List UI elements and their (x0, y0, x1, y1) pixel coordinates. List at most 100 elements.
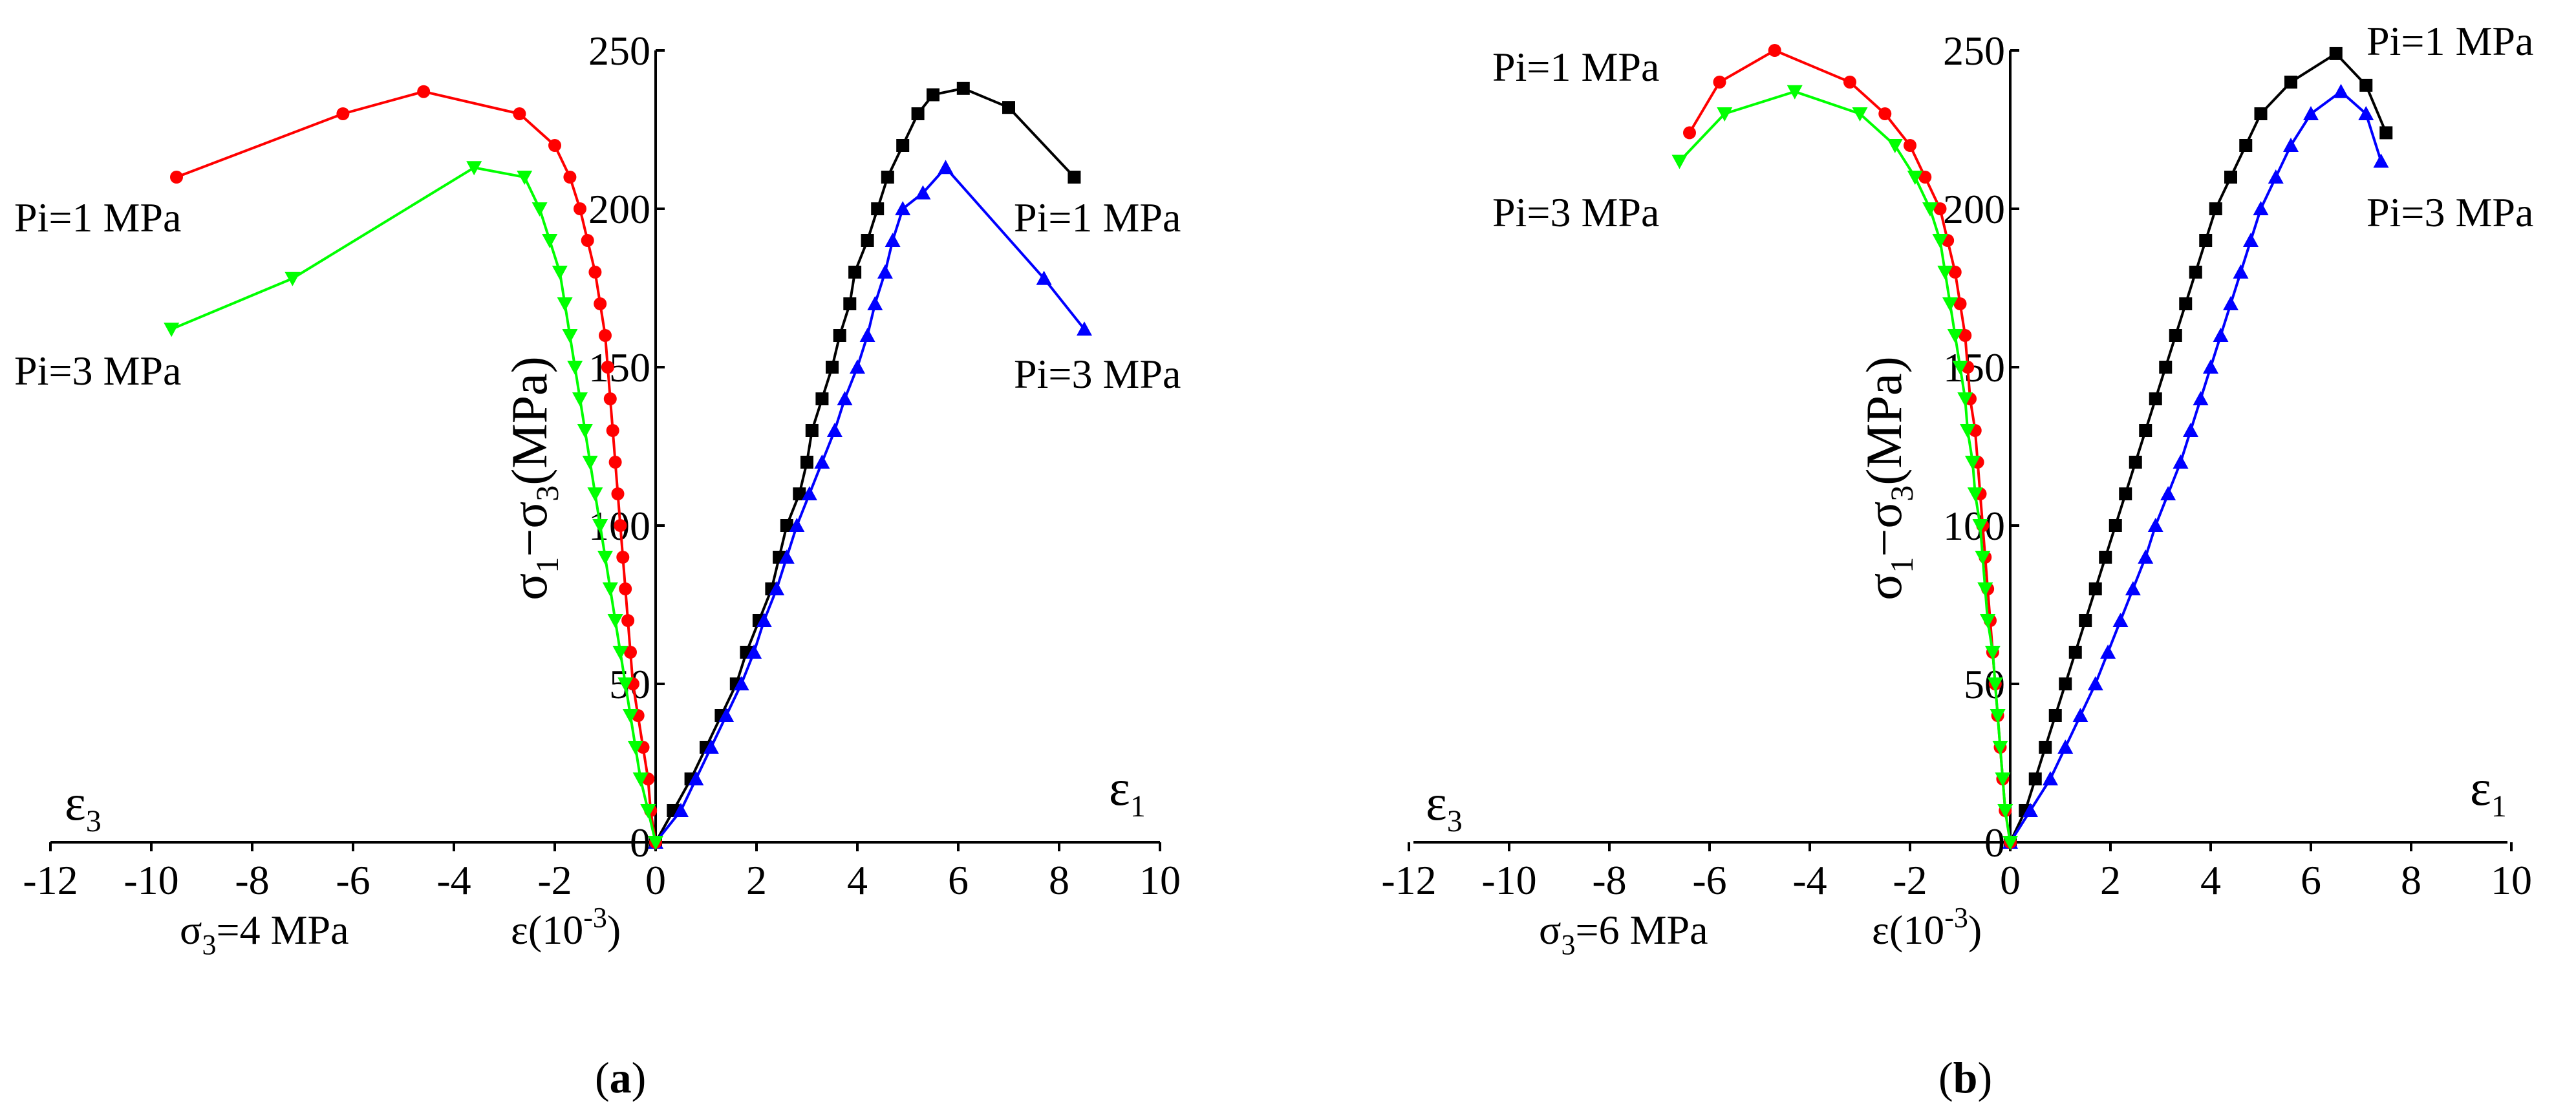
data-point (2173, 454, 2189, 469)
data-point (814, 454, 830, 469)
data-point (1959, 329, 1972, 342)
x-tick-label: 10 (2491, 857, 2532, 903)
data-point (789, 518, 805, 532)
data-point (1683, 126, 1696, 140)
panel-b-annotation-green: Pi=3 MPa (1492, 189, 1659, 235)
data-point (2254, 107, 2268, 120)
data-point (881, 171, 894, 184)
data-point (2179, 297, 2193, 310)
data-point (896, 139, 910, 152)
x-tick-label: -8 (1592, 857, 1626, 903)
data-point (170, 171, 183, 184)
series-line (2009, 90, 2383, 844)
data-point (1992, 741, 2008, 755)
data-point (599, 329, 612, 342)
data-point (2169, 329, 2182, 342)
panel-b-x-ticks: -12 -10 -8 -6 -4 -2 0 2 4 6 8 10 (1381, 842, 2532, 903)
data-point (552, 266, 568, 280)
data-point (2139, 424, 2152, 437)
data-point (2160, 486, 2176, 500)
panel-b-caption: (b) (1938, 1053, 1992, 1102)
data-point (1671, 154, 1688, 169)
data-point (2023, 803, 2038, 817)
panel-b-eps1-label: ε1 (2470, 760, 2507, 824)
panel-a-annotation-red: Pi=1 MPa (14, 195, 181, 240)
data-point (623, 709, 638, 723)
panel-a-x-ticks: -12 -10 -8 -6 -4 -2 0 2 4 6 8 10 (23, 842, 1181, 903)
data-point (614, 519, 627, 532)
data-point (800, 456, 813, 469)
data-point (1933, 202, 1947, 215)
data-point (1995, 772, 2011, 787)
data-point (632, 772, 649, 787)
data-point (567, 361, 583, 375)
data-point (2048, 709, 2062, 722)
data-point (867, 296, 883, 310)
data-point (466, 161, 482, 176)
data-point (2358, 106, 2374, 120)
series-line (654, 165, 1086, 844)
data-point (2043, 771, 2058, 785)
data-point (1960, 424, 1976, 438)
data-point (673, 803, 689, 817)
data-point (2373, 153, 2389, 168)
data-point (587, 487, 603, 502)
data-point (2243, 233, 2259, 247)
data-point (562, 329, 578, 343)
data-point (2028, 772, 2042, 785)
data-point (594, 297, 607, 310)
data-point (581, 234, 594, 247)
data-point (1952, 361, 1968, 375)
data-point (688, 771, 704, 785)
data-point (1990, 709, 2006, 723)
x-tick-label: 10 (1139, 857, 1181, 903)
x-tick-label: 0 (645, 857, 666, 903)
series-line (1688, 48, 2012, 843)
data-point (780, 519, 793, 532)
data-point (611, 487, 625, 500)
panel-a-y-ticks: 050100150200250 (588, 28, 665, 866)
x-tick-label: -4 (1792, 857, 1827, 903)
data-point (1984, 646, 2001, 660)
data-point (513, 107, 526, 120)
panel-b-eps3-label: ε3 (1426, 774, 1463, 838)
data-point (648, 836, 663, 850)
data-point (1036, 270, 1052, 285)
data-point (2072, 708, 2088, 722)
x-tick-label: -6 (1692, 857, 1726, 903)
data-point (627, 741, 643, 755)
data-point (2119, 487, 2132, 500)
panel-a-x-label: ε(10-3) (511, 902, 621, 953)
panel-a-annotation-green: Pi=3 MPa (14, 348, 181, 394)
y-tick-label: 250 (588, 28, 650, 74)
data-point (1922, 202, 1938, 217)
series-line (171, 166, 657, 843)
data-point (1002, 101, 1015, 114)
data-point (1937, 266, 1953, 280)
data-point (885, 233, 901, 247)
data-point (733, 676, 749, 690)
data-point (1967, 487, 1983, 502)
data-point (1980, 614, 1996, 628)
data-point (2002, 836, 2018, 850)
data-point (2159, 361, 2173, 374)
data-point (608, 456, 622, 469)
data-point (619, 582, 632, 595)
data-point (1918, 171, 1932, 184)
x-tick-label: 8 (1049, 857, 1069, 903)
data-point (1948, 266, 1962, 279)
data-point (2109, 519, 2122, 532)
data-point (640, 804, 656, 818)
data-point (843, 297, 857, 310)
data-point (597, 551, 613, 565)
data-point (2059, 677, 2072, 690)
data-point (2253, 201, 2269, 215)
panel-b-annotation-red: Pi=1 MPa (1492, 44, 1659, 90)
data-point (582, 456, 598, 470)
x-tick-label: 6 (2301, 857, 2321, 903)
data-point (2099, 551, 2112, 564)
data-point (2125, 581, 2141, 595)
data-point (801, 486, 817, 500)
data-point (826, 423, 843, 437)
x-tick-label: 0 (2000, 857, 2021, 903)
